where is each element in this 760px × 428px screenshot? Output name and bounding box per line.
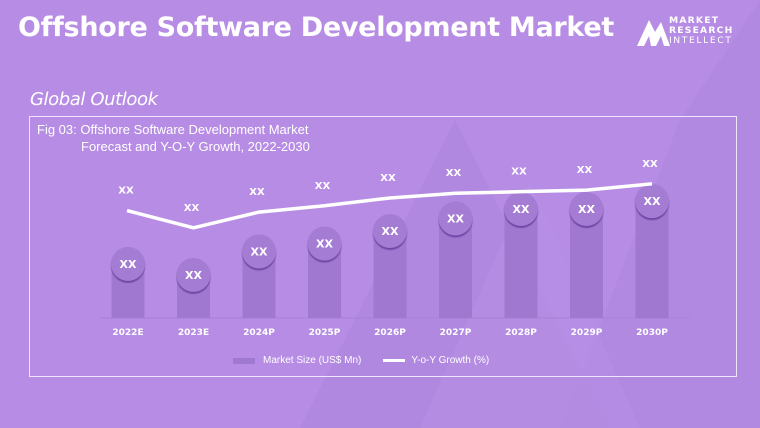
market-size-bar-cap: [111, 246, 145, 281]
market-size-data-label: XX: [513, 203, 530, 216]
logo-mountain-icon: [637, 20, 670, 46]
yoy-growth-data-label: XX: [184, 203, 200, 214]
chart-legend: Market Size (US$ Mn) Y-o-Y Growth (%): [233, 355, 489, 366]
market-size-bar: [635, 201, 669, 318]
x-tick-label: 2027P: [440, 328, 472, 338]
logo-line-1: MARKET: [669, 15, 720, 26]
market-size-data-label: XX: [316, 238, 333, 251]
market-size-data-label: XX: [185, 269, 202, 282]
section-subtitle: Global Outlook: [30, 89, 158, 110]
x-tick-label: 2025P: [309, 328, 341, 338]
market-research-intellect-logo: MARKET RESEARCH INTELLECT: [637, 14, 747, 48]
yoy-growth-line: [126, 182, 653, 230]
legend-yoy-growth: Y-o-Y Growth (%): [411, 355, 490, 366]
logo-line-2: RESEARCH: [669, 25, 734, 36]
market-size-bar-cap: [635, 184, 669, 219]
market-size-bar-cap: [373, 213, 407, 248]
market-size-bar-cap: [438, 201, 473, 236]
market-size-data-label: XX: [578, 203, 595, 216]
x-tick-label: 2024P: [243, 328, 275, 338]
yoy-growth-data-label: XX: [380, 173, 396, 184]
market-size-data-label: XX: [447, 212, 464, 225]
chart-frame: [29, 116, 737, 377]
market-size-bar: [570, 208, 603, 318]
x-tick-label: 2026P: [374, 328, 406, 338]
market-size-bar-cap: [176, 257, 211, 292]
x-tick-label: 2022E: [112, 328, 143, 338]
legend-line-swatch: [383, 359, 406, 362]
yoy-growth-data-label: XX: [642, 159, 658, 170]
chart-title-line-1: Fig 03: Offshore Software Development Ma…: [37, 122, 309, 137]
market-size-data-label: XX: [251, 245, 268, 258]
market-size-bar-cap: [504, 191, 538, 226]
market-size-bar-cap: [569, 191, 604, 226]
page-title: Offshore Software Development Market: [18, 12, 614, 43]
x-tick-label: 2029P: [571, 328, 603, 338]
market-size-data-label: XX: [382, 225, 399, 238]
chart-title-line-2: Forecast and Y-O-Y Growth, 2022-2030: [81, 139, 310, 154]
market-size-bar: [504, 208, 538, 318]
yoy-growth-data-label: XX: [577, 165, 593, 176]
market-size-bar-cap: [242, 234, 276, 269]
market-size-data-label: XX: [120, 258, 137, 271]
x-tick-label: 2030P: [636, 328, 668, 338]
x-tick-label: 2023E: [178, 328, 209, 338]
logo-line-3: INTELLECT: [669, 35, 733, 46]
yoy-growth-data-label: XX: [118, 186, 134, 197]
x-tick-label: 2028P: [505, 328, 537, 338]
legend-market-size: Market Size (US$ Mn): [263, 355, 362, 366]
yoy-growth-data-label: XX: [249, 187, 265, 198]
chart-title: Fig 03: Offshore Software Development Ma…: [37, 121, 310, 155]
yoy-growth-data-label: XX: [315, 181, 331, 192]
market-size-bar-cap: [307, 226, 342, 261]
yoy-growth-data-label: XX: [446, 168, 462, 179]
market-size-data-label: XX: [644, 195, 661, 208]
yoy-growth-data-label: XX: [511, 167, 527, 178]
legend-bar-swatch: [233, 357, 255, 364]
